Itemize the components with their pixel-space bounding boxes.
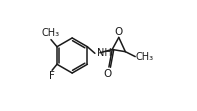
Text: CH₃: CH₃ (136, 52, 154, 62)
Text: O: O (115, 27, 123, 37)
Text: O: O (103, 69, 112, 79)
Text: NH: NH (97, 48, 112, 58)
Text: F: F (49, 71, 54, 81)
Text: CH₃: CH₃ (42, 28, 60, 38)
